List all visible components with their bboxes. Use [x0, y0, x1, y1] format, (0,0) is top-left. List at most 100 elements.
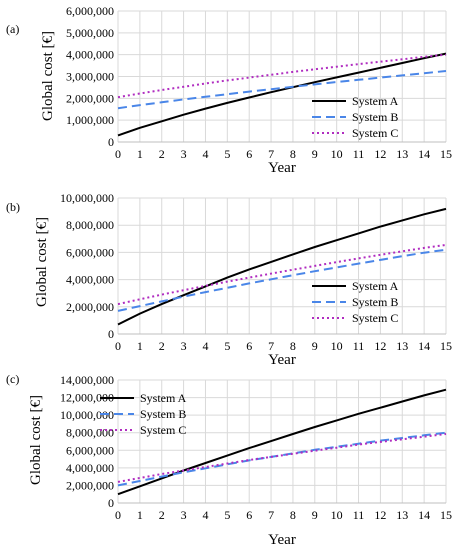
panel-label-c: (c) — [6, 372, 20, 386]
x-tick-label: 12 — [374, 147, 386, 161]
x-tick-label: 6 — [246, 339, 252, 353]
legend: System A System B System C — [312, 94, 399, 140]
panel-c: (c) 0 1 2 3 4 5 6 7 8 9 10 11 12 13 14 15 0 2,000,000 4,00… — [0, 370, 459, 550]
y-tick-label: 2,000,000 — [66, 478, 114, 492]
x-tick-label: 5 — [224, 147, 230, 161]
x-tick-label: 1 — [137, 339, 143, 353]
x-tick-label: 14 — [418, 147, 430, 161]
x-tick-label: 9 — [312, 339, 318, 353]
x-tick-label: 12 — [374, 339, 386, 353]
x-tick-label: 2 — [159, 339, 165, 353]
x-tick-label: 5 — [224, 339, 230, 353]
panel-label-a: (a) — [6, 22, 20, 36]
y-tick-label: 4,000,000 — [66, 48, 114, 62]
x-tick-label: 11 — [353, 339, 365, 353]
x-tick-label: 15 — [440, 508, 452, 522]
x-tick-label: 11 — [353, 508, 365, 522]
legend-label: System B — [352, 295, 398, 309]
x-axis-label: Year — [268, 532, 296, 548]
x-tick-label: 7 — [268, 339, 274, 353]
y-tick-label: 4,000,000 — [66, 273, 114, 287]
x-tick-label: 10 — [331, 339, 343, 353]
y-axis-label: Global cost [€] — [28, 395, 44, 485]
x-tick-label: 0 — [115, 147, 121, 161]
x-tick-label: 7 — [268, 147, 274, 161]
x-tick-label: 9 — [312, 147, 318, 161]
x-tick-label: 13 — [396, 147, 408, 161]
x-tick-label: 9 — [312, 508, 318, 522]
chart-a: 0 1 2 3 4 5 6 7 8 9 10 11 12 13 14 1501,000,0002,000,00… — [40, 4, 452, 176]
x-tick-label: 3 — [181, 147, 187, 161]
y-axis-label: Global cost [€] — [34, 217, 50, 307]
legend-label: System A — [352, 94, 399, 108]
y-tick-label: 6,000,000 — [66, 443, 114, 457]
panel-b: (b) 0 1 2 3 4 5 6 7 8 9 10 11 12 13 14 15 0 2,000,000 4,00… — [0, 186, 459, 368]
x-tick-label: 2 — [159, 508, 165, 522]
series-line-system-a — [117, 388, 447, 496]
x-tick-label: 1 — [137, 508, 143, 522]
y-tick-label: 4,000,000 — [66, 461, 114, 475]
x-tick-label: 15 — [440, 147, 452, 161]
x-tick-label: 1 — [137, 147, 143, 161]
panel-label-b: (b) — [6, 200, 20, 214]
x-tick-label: 5 — [224, 508, 230, 522]
x-tick-label: 13 — [396, 339, 408, 353]
x-tick-label: 14 — [418, 339, 430, 353]
x-tick-label: 14 — [418, 508, 430, 522]
series-line-system-a — [117, 52, 447, 137]
y-tick-label: 3,000,000 — [66, 70, 114, 84]
x-tick-label: 2 — [159, 147, 165, 161]
x-tick-label: 3 — [181, 508, 187, 522]
x-tick-label: 6 — [246, 508, 252, 522]
y-tick-label: 1,000,000 — [66, 113, 114, 127]
x-axis-label: Year — [268, 160, 296, 176]
y-axis-label: Global cost [€] — [40, 31, 56, 121]
x-tick-label: 7 — [268, 508, 274, 522]
x-tick-label: 12 — [374, 508, 386, 522]
y-tick-label: 5,000,000 — [66, 26, 114, 40]
y-tick-label: 12,000,000 — [60, 391, 114, 405]
legend: System A System B System C — [100, 391, 187, 437]
y-tick-label: 2,000,000 — [66, 91, 114, 105]
x-tick-label: 13 — [396, 508, 408, 522]
legend-label: System C — [140, 423, 186, 437]
series-line-system-a — [117, 207, 447, 326]
legend-label: System B — [352, 110, 398, 124]
legend: System A System B System C — [312, 279, 399, 325]
x-tick-label: 0 — [115, 339, 121, 353]
y-tick-label: 14,000,000 — [60, 373, 114, 387]
y-tick-label: 6,000,000 — [66, 4, 114, 18]
x-tick-label: 10 — [331, 508, 343, 522]
x-axis-label: Year — [268, 352, 296, 368]
y-tick-label: 0 — [108, 135, 114, 149]
x-tick-label: 8 — [290, 147, 296, 161]
x-tick-label: 0 — [115, 508, 121, 522]
y-tick-label: 10,000,000 — [60, 408, 114, 422]
x-tick-label: 6 — [246, 147, 252, 161]
x-tick-label: 4 — [202, 147, 208, 161]
x-tick-label: 8 — [290, 508, 296, 522]
series-line-system-c — [117, 243, 447, 306]
x-tick-label: 11 — [353, 147, 365, 161]
x-tick-label: 15 — [440, 339, 452, 353]
series-line-system-c — [117, 433, 447, 483]
x-tick-label: 8 — [290, 339, 296, 353]
y-tick-label: 8,000,000 — [66, 426, 114, 440]
panel-a: (a) 0 1 2 3 4 5 6 7 8 9 10 11 12 13 14 15 0 1,000,000 2,00… — [0, 0, 459, 180]
y-tick-label: 2,000,000 — [66, 300, 114, 314]
y-tick-label: 0 — [108, 496, 114, 510]
y-tick-label: 8,000,000 — [66, 218, 114, 232]
x-tick-label: 4 — [202, 339, 208, 353]
legend-label: System C — [352, 311, 398, 325]
chart-b: 0 1 2 3 4 5 6 7 8 9 10 11 12 13 14 1502,000,0004,000,00… — [34, 191, 452, 368]
chart-c: 0 1 2 3 4 5 6 7 8 9 10 11 12 13 14 1502,000,0004,000,00… — [28, 373, 452, 548]
legend-label: System C — [352, 126, 398, 140]
legend-label: System A — [352, 279, 399, 293]
x-tick-label: 3 — [181, 339, 187, 353]
series-line-system-c — [117, 53, 447, 99]
y-tick-label: 0 — [108, 327, 114, 341]
legend-label: System B — [140, 407, 186, 421]
x-tick-label: 4 — [202, 508, 208, 522]
y-tick-label: 10,000,000 — [60, 191, 114, 205]
x-tick-label: 10 — [331, 147, 343, 161]
